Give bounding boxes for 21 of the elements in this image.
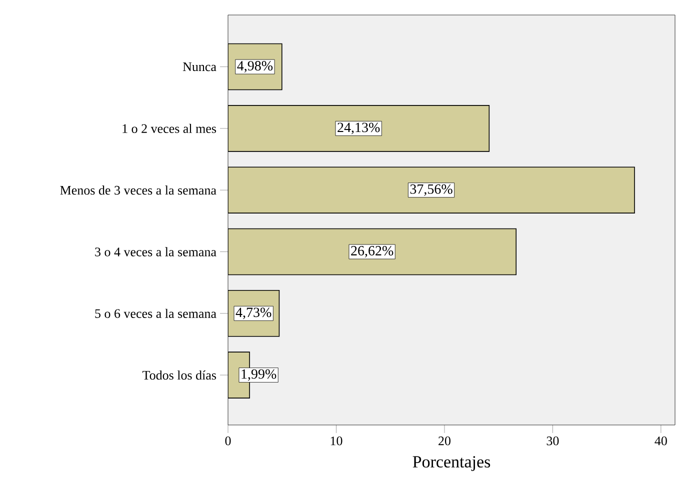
data-label: 4,73% xyxy=(236,308,272,320)
data-label: 37,56% xyxy=(410,184,452,196)
x-tick-label: 10 xyxy=(330,436,342,446)
bar xyxy=(228,228,517,276)
data-label: 26,62% xyxy=(351,246,394,258)
bar xyxy=(228,166,635,214)
y-tick-label: 5 o 6 veces a la semana xyxy=(95,308,216,318)
x-tick-label: 30 xyxy=(546,436,559,446)
bar xyxy=(228,105,490,152)
y-tick-label: 3 o 4 veces a la semana xyxy=(95,247,216,256)
y-tick-label: Menos de 3 veces a la semana xyxy=(60,186,216,195)
data-label: 4,98% xyxy=(237,61,273,73)
data-label: 24,13% xyxy=(338,122,380,134)
x-tick-label: 0 xyxy=(225,436,231,446)
x-tick-label: 40 xyxy=(654,436,667,446)
x-axis-title: Porcentajes xyxy=(412,456,490,472)
x-tick-label: 20 xyxy=(438,436,450,446)
data-label: 1,99% xyxy=(242,369,276,381)
y-tick-label: Nunca xyxy=(182,62,216,72)
y-tick-label: Todos los días xyxy=(142,370,216,380)
y-tick-label: 1 o 2 veces al mes xyxy=(122,124,216,134)
